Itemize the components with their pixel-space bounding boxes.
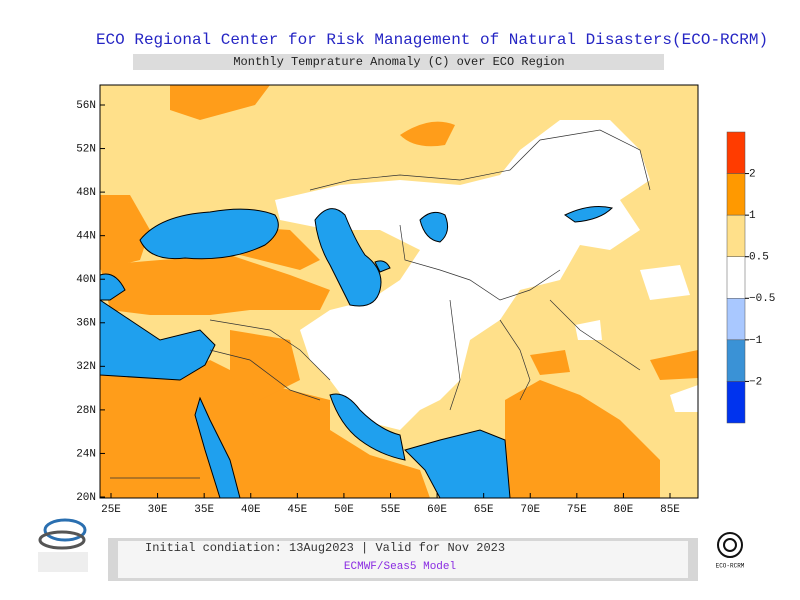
lon-label: 25E <box>101 504 121 516</box>
lon-label: 60E <box>427 504 447 516</box>
lon-label: 30E <box>148 504 168 516</box>
colorbar: 2 1 0.5 −0.5 −1 −2 <box>726 131 775 424</box>
colorbar-label: −0.5 <box>749 293 775 305</box>
colorbar-bin <box>726 131 746 174</box>
lon-label: 45E <box>287 504 307 516</box>
lon-label: 50E <box>334 504 354 516</box>
colorbar-bin <box>726 173 746 216</box>
lon-label: 80E <box>614 504 634 516</box>
colorbar-bin <box>726 381 746 424</box>
water <box>100 206 613 498</box>
warm-zones <box>100 85 698 498</box>
colorbar-label: 2 <box>749 168 756 180</box>
colorbar-bin <box>726 298 746 341</box>
lon-label: 40E <box>241 504 261 516</box>
colorbar-label: −2 <box>749 376 762 388</box>
subtitle: Monthly Temprature Anomaly (C) over ECO … <box>233 55 564 69</box>
map <box>99 84 699 499</box>
lon-label: 85E <box>660 504 680 516</box>
lon-label: 35E <box>194 504 214 516</box>
lat-label: 28N <box>76 405 96 417</box>
colorbar-bin <box>726 214 746 257</box>
subtitle-box <box>133 54 664 70</box>
lon-label: 75E <box>567 504 587 516</box>
lat-label: 24N <box>76 448 96 460</box>
lat-label: 48N <box>76 187 96 199</box>
footer-inner <box>118 541 688 578</box>
colorbar-bin <box>726 256 746 299</box>
colorbar-label: −1 <box>749 335 763 347</box>
neutral-zones <box>275 120 698 430</box>
lat-label: 44N <box>76 231 96 243</box>
left-logo <box>38 518 88 572</box>
lat-label: 32N <box>76 361 96 373</box>
lat-label: 40N <box>76 274 96 286</box>
lat-label: 20N <box>76 492 96 504</box>
footer-line1: Initial condiation: 13Aug2023 | Valid fo… <box>145 541 505 555</box>
lon-label: 65E <box>474 504 494 516</box>
title: ECO Regional Center for Risk Management … <box>96 31 768 49</box>
lon-label: 70E <box>520 504 540 516</box>
lat-label: 36N <box>76 318 96 330</box>
borders <box>110 129 651 479</box>
lat-label: 52N <box>76 143 96 155</box>
right-logo <box>717 532 743 558</box>
colorbar-label: 0.5 <box>749 252 769 264</box>
right-logo-text: ECO-RCRM <box>716 563 745 570</box>
lat-label: 56N <box>76 100 96 112</box>
footer-line2: ECMWF/Seas5 Model <box>344 561 456 573</box>
colorbar-bin <box>726 339 746 382</box>
colorbar-label: 1 <box>749 210 756 222</box>
lon-label: 55E <box>381 504 401 516</box>
map-frame <box>99 84 699 499</box>
